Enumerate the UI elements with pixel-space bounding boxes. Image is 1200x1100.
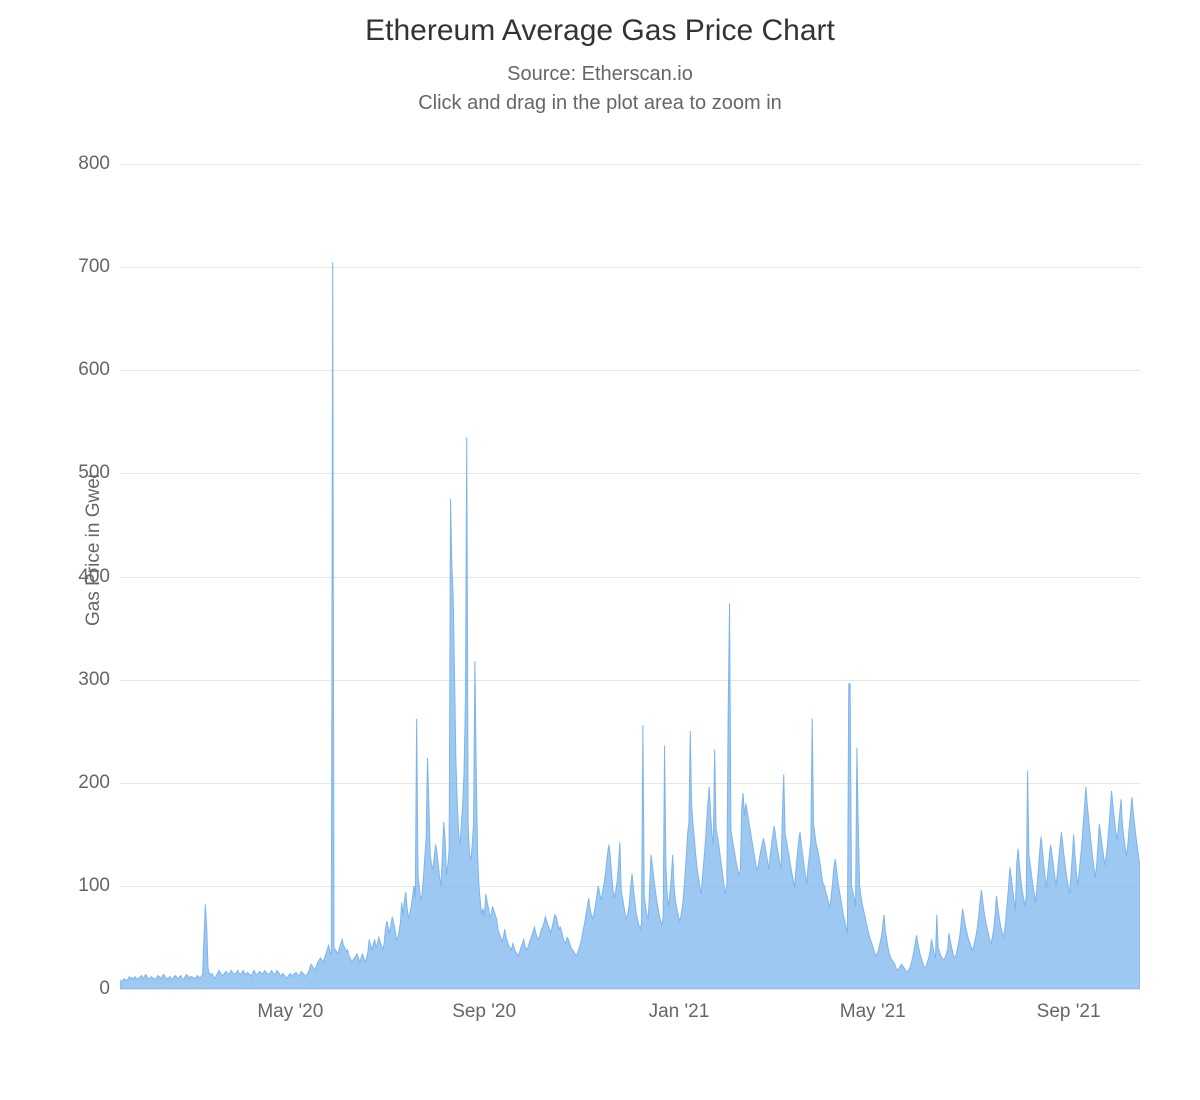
y-tick-label: 0 — [99, 978, 120, 1000]
x-tick-label: May '21 — [840, 989, 906, 1023]
y-tick-label: 300 — [78, 669, 120, 691]
x-tick-label: Sep '20 — [452, 989, 516, 1023]
y-tick-label: 100 — [78, 875, 120, 897]
chart-title: Ethereum Average Gas Price Chart — [0, 0, 1200, 48]
x-tick-label: May '20 — [257, 989, 323, 1023]
subtitle-source: Source: Etherscan.io — [507, 63, 693, 85]
y-tick-label: 400 — [78, 566, 120, 588]
y-tick-label: 500 — [78, 462, 120, 484]
y-tick-label: 800 — [78, 153, 120, 175]
y-tick-label: 200 — [78, 772, 120, 794]
x-tick-label: Sep '21 — [1037, 989, 1101, 1023]
y-axis-label: Gas Price in Gwei — [83, 474, 105, 626]
plot-area[interactable]: 0100200300400500600700800May '20Sep '20J… — [120, 164, 1140, 989]
x-tick-label: Jan '21 — [649, 989, 710, 1023]
y-tick-label: 600 — [78, 359, 120, 381]
series-area — [120, 164, 1140, 989]
subtitle-hint: Click and drag in the plot area to zoom … — [418, 92, 782, 114]
chart-subtitle: Source: Etherscan.io Click and drag in t… — [0, 60, 1200, 118]
y-tick-label: 700 — [78, 256, 120, 278]
chart-container: Ethereum Average Gas Price Chart Source:… — [0, 0, 1200, 1100]
